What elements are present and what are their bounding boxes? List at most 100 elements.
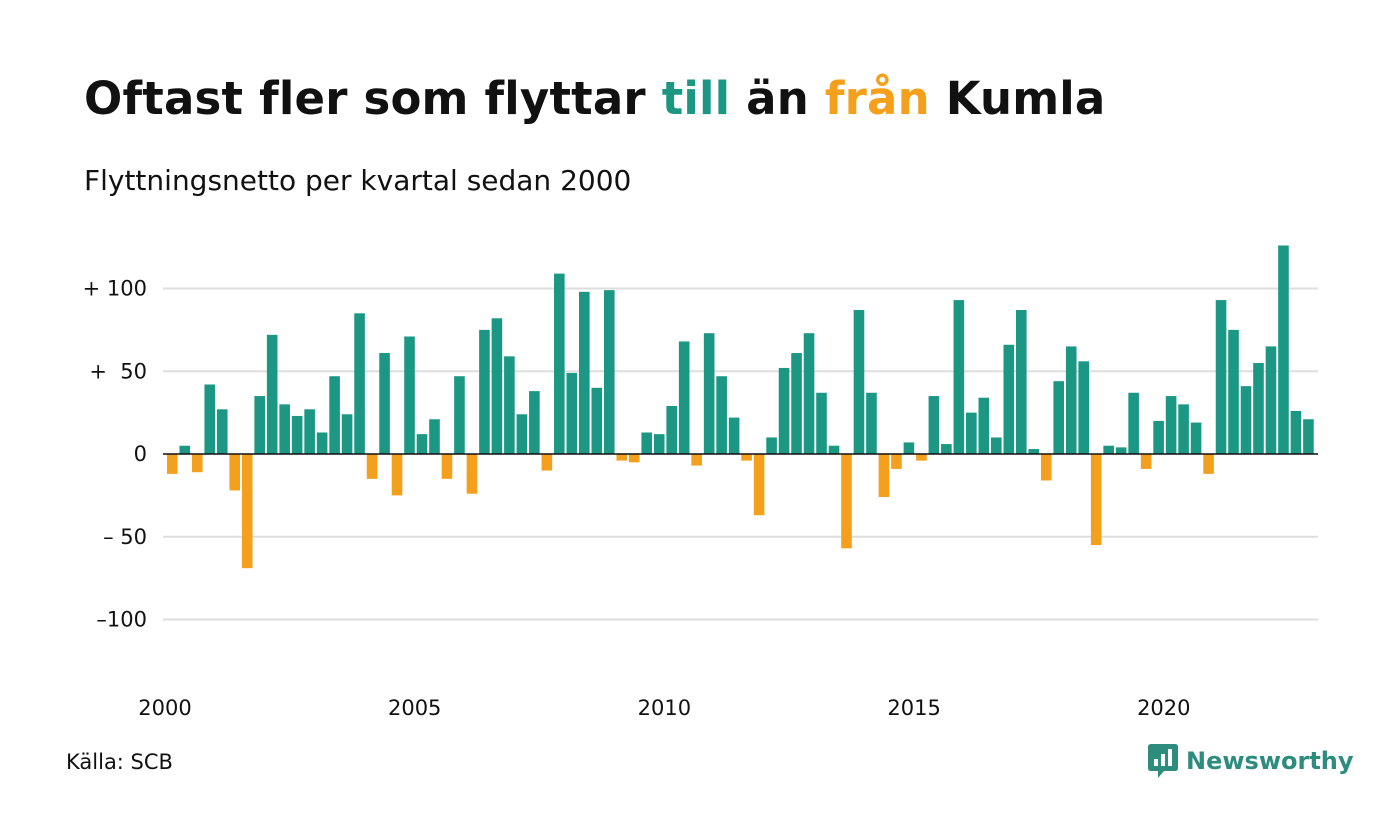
bar <box>703 333 715 454</box>
bar <box>229 454 241 491</box>
bar <box>691 454 702 466</box>
bar <box>1040 454 1052 481</box>
bar <box>778 367 790 454</box>
bar <box>1003 344 1015 454</box>
x-tick-label: 2005 <box>388 696 441 720</box>
bar <box>978 397 990 454</box>
newsworthy-logo-icon <box>1148 744 1178 778</box>
bar <box>554 273 565 455</box>
bar <box>204 384 216 454</box>
bar <box>941 444 952 454</box>
bar <box>341 414 353 454</box>
bar <box>179 445 191 455</box>
bar <box>579 291 590 454</box>
bar <box>1215 300 1227 454</box>
bar <box>441 454 453 479</box>
bar <box>391 454 403 496</box>
brand-name: Newsworthy <box>1186 747 1354 775</box>
bar <box>791 353 802 454</box>
bar <box>479 329 490 455</box>
bar <box>716 376 727 454</box>
bar <box>841 454 852 549</box>
y-tick-label: – 50 <box>103 525 147 549</box>
chart-subtitle: Flyttningsnetto per kvartal sedan 2000 <box>84 164 632 197</box>
bar <box>1228 329 1239 455</box>
bar <box>1165 396 1177 454</box>
bar <box>254 396 265 454</box>
bar <box>916 454 927 461</box>
bar <box>1028 449 1040 454</box>
bar <box>866 392 877 454</box>
bar <box>1015 310 1027 454</box>
bar <box>366 454 378 479</box>
bar <box>1240 386 1252 454</box>
bar <box>1203 454 1214 474</box>
bar <box>1053 381 1065 454</box>
bar <box>1115 447 1127 454</box>
bar <box>379 353 390 454</box>
bar <box>529 391 540 454</box>
chart-title: Oftast fler som flyttar till än från Kum… <box>84 72 1106 125</box>
bar <box>803 333 815 454</box>
x-tick-label: 2015 <box>887 696 940 720</box>
x-tick-label: 2020 <box>1137 696 1190 720</box>
y-tick-label: + 50 <box>89 359 147 383</box>
bar <box>991 437 1002 454</box>
bar <box>191 454 203 473</box>
bar <box>903 442 915 455</box>
title-word-fran: från <box>824 72 930 125</box>
bar <box>216 409 228 454</box>
bar <box>891 454 902 469</box>
title-part-5: Kumla <box>929 72 1106 125</box>
bar <box>167 454 178 474</box>
bar <box>753 454 765 516</box>
bar <box>816 392 827 454</box>
bar <box>878 454 890 498</box>
bar <box>628 454 640 463</box>
bar <box>928 396 940 454</box>
title-word-till: till <box>661 72 731 125</box>
brand: Newsworthy <box>1148 744 1354 778</box>
bar <box>616 454 628 461</box>
bar <box>466 454 478 494</box>
bar <box>1190 422 1202 455</box>
bar <box>1265 346 1277 455</box>
bar <box>429 419 440 455</box>
bar <box>1090 454 1102 546</box>
bar <box>541 454 553 471</box>
x-tick-label: 2010 <box>638 696 691 720</box>
bar <box>491 318 503 454</box>
bar <box>1078 361 1089 454</box>
bar <box>653 434 665 454</box>
title-part-1: Oftast fler som flyttar <box>84 72 662 125</box>
bar <box>516 414 528 454</box>
bar <box>316 432 328 455</box>
bar <box>304 409 315 454</box>
bar <box>666 406 677 454</box>
x-tick-label: 2000 <box>138 696 191 720</box>
bar <box>504 356 515 454</box>
bar <box>591 387 603 454</box>
bar <box>454 376 465 454</box>
bar <box>416 434 428 454</box>
bar <box>1290 410 1302 454</box>
bar <box>728 417 740 454</box>
bar <box>1065 346 1077 455</box>
bar <box>566 372 578 454</box>
bar <box>603 290 615 454</box>
bar <box>354 313 365 454</box>
y-tick-label: 0 <box>134 442 147 466</box>
bar <box>404 336 415 454</box>
bar <box>1103 445 1114 455</box>
source-label: Källa: SCB <box>66 750 173 774</box>
bar <box>953 300 965 454</box>
bar <box>853 310 865 454</box>
bar <box>1278 245 1289 454</box>
title-part-3: än <box>730 72 825 125</box>
bar <box>291 415 303 454</box>
bar <box>1303 419 1314 455</box>
bar <box>329 376 340 454</box>
bar <box>1153 420 1164 454</box>
bar <box>641 432 653 455</box>
